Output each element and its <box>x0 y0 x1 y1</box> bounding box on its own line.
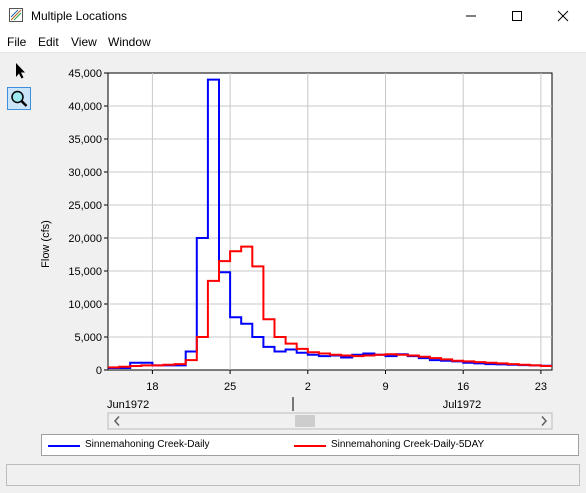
y-axis-label: Flow (cfs) <box>40 220 52 268</box>
x-tick-label: 9 <box>382 381 388 393</box>
month-labels: Jun1972 Jul1972 <box>107 399 481 411</box>
x-tick-label: 2 <box>305 381 311 393</box>
minimize-button[interactable] <box>448 0 494 31</box>
legend-label-5day: Sinnemahoning Creek-Daily-5DAY <box>331 439 485 450</box>
close-icon <box>557 10 569 22</box>
x-axis: 18 25 2 9 16 23 <box>146 370 547 393</box>
y-tick-label: 10,000 <box>68 299 102 311</box>
menu-edit[interactable]: Edit <box>38 35 59 49</box>
zoom-magnifier-icon <box>11 90 28 107</box>
maximize-icon <box>512 11 522 21</box>
minimize-icon <box>466 15 476 17</box>
x-tick-label: 25 <box>224 381 236 393</box>
tool-strip <box>0 56 36 456</box>
scroll-left-button[interactable] <box>113 416 120 426</box>
status-bar <box>6 464 580 486</box>
y-axis: 0 5,000 10,000 15,000 20,000 25,000 30,000 35,0… <box>68 68 108 377</box>
month-label: Jun1972 <box>107 399 149 411</box>
scroll-thumb[interactable] <box>295 415 315 427</box>
y-tick-label: 15,000 <box>68 266 102 278</box>
menu-bar: File Edit View Window <box>0 31 586 53</box>
y-tick-label: 40,000 <box>68 101 102 113</box>
select-arrow-icon <box>16 63 25 79</box>
x-tick-label: 18 <box>146 381 158 393</box>
title-bar: Multiple Locations <box>0 0 586 31</box>
x-tick-label: 23 <box>535 381 547 393</box>
legend-swatch-5day <box>294 445 326 447</box>
y-tick-label: 20,000 <box>68 233 102 245</box>
y-tick-label: 5,000 <box>74 332 102 344</box>
y-tick-label: 0 <box>96 365 102 377</box>
y-tick-label: 30,000 <box>68 167 102 179</box>
close-button[interactable] <box>540 0 586 31</box>
flow-chart[interactable]: 0 5,000 10,000 15,000 20,000 25,000 30,000 35,0… <box>0 0 586 434</box>
legend-label-daily: Sinnemahoning Creek-Daily <box>85 439 210 450</box>
menu-view[interactable]: View <box>71 35 97 49</box>
y-tick-label: 45,000 <box>68 68 102 80</box>
menu-file[interactable]: File <box>7 35 27 49</box>
menu-window[interactable]: Window <box>108 35 151 49</box>
scroll-left-icon <box>113 416 120 426</box>
legend: Sinnemahoning Creek-Daily Sinnemahoning … <box>41 434 579 456</box>
y-tick-label: 35,000 <box>68 134 102 146</box>
scroll-right-button[interactable] <box>541 416 548 426</box>
maximize-button[interactable] <box>494 0 540 31</box>
plot-area <box>107 72 553 371</box>
zoom-tool-button[interactable] <box>7 87 31 110</box>
y-tick-label: 25,000 <box>68 200 102 212</box>
series-layer <box>108 78 552 369</box>
grid-lines <box>108 73 552 370</box>
app-chart-icon <box>9 8 23 22</box>
window-title: Multiple Locations <box>31 9 128 23</box>
legend-swatch-daily <box>48 445 80 447</box>
x-tick-label: 16 <box>457 381 469 393</box>
scroll-right-icon <box>541 416 548 426</box>
select-tool-button[interactable] <box>7 59 31 82</box>
horizontal-scrollbar[interactable] <box>107 412 553 430</box>
month-label: Jul1972 <box>443 399 482 411</box>
series-line-5day[interactable] <box>108 245 552 369</box>
